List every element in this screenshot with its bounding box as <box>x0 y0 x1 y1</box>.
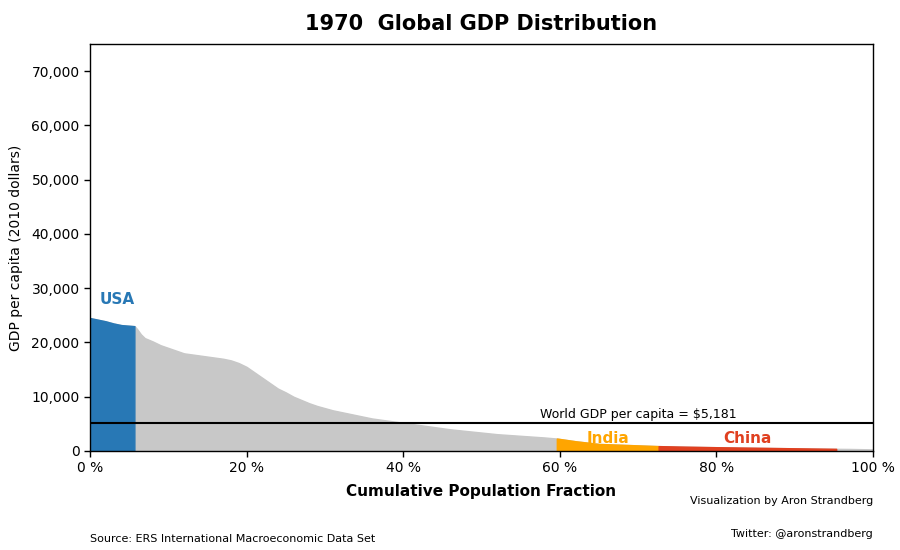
Text: India: India <box>586 431 629 446</box>
X-axis label: Cumulative Population Fraction: Cumulative Population Fraction <box>346 484 616 499</box>
Y-axis label: GDP per capita (2010 dollars): GDP per capita (2010 dollars) <box>9 144 23 351</box>
Text: World GDP per capita = $5,181: World GDP per capita = $5,181 <box>540 408 737 421</box>
Text: China: China <box>723 431 771 446</box>
Text: Twitter: @aronstrandberg: Twitter: @aronstrandberg <box>731 529 873 539</box>
Text: Visualization by Aron Strandberg: Visualization by Aron Strandberg <box>689 496 873 506</box>
Title: 1970  Global GDP Distribution: 1970 Global GDP Distribution <box>305 14 658 34</box>
Text: USA: USA <box>99 292 134 307</box>
Text: Source: ERS International Macroeconomic Data Set: Source: ERS International Macroeconomic … <box>90 535 375 544</box>
